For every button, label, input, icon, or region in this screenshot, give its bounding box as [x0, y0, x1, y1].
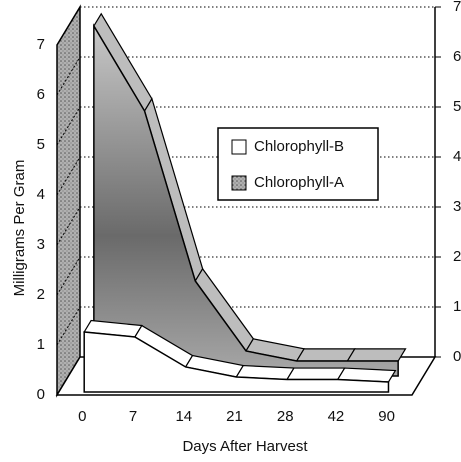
area	[93, 23, 399, 377]
x-tick-label: 21	[226, 408, 243, 425]
legend-swatch	[231, 175, 247, 191]
grid-line	[56, 56, 81, 96]
y-tick-label: 4	[37, 186, 45, 203]
grid-line	[56, 356, 81, 396]
y-axis-label: Milligrams Per Gram	[11, 160, 28, 297]
x-tick-label: 7	[129, 408, 137, 425]
legend-label: Chlorophyll-A	[254, 174, 344, 191]
grid-line	[56, 156, 81, 196]
y2-tick-label: 1	[453, 298, 461, 315]
y-tick-label: 7	[37, 36, 45, 53]
y-tick-label: 2	[37, 286, 45, 303]
grid-line	[56, 206, 81, 246]
y-tick-label: 5	[37, 136, 45, 153]
y-tick-label: 6	[37, 86, 45, 103]
area	[83, 331, 390, 393]
area-top	[346, 348, 407, 362]
y2-tick-label: 4	[453, 148, 461, 165]
grid-line	[56, 256, 81, 296]
legend-label: Chlorophyll-B	[254, 138, 344, 155]
y-tick-label: 1	[37, 336, 45, 353]
legend-swatch	[231, 139, 247, 155]
x-tick-label: 90	[378, 408, 395, 425]
y2-tick-label: 3	[453, 198, 461, 215]
x-tick-label: 42	[328, 408, 345, 425]
grid-line	[56, 106, 81, 146]
y2-tick-label: 2	[453, 248, 461, 265]
left-wall	[56, 4, 81, 398]
y2-tick-label: 7	[453, 0, 461, 15]
y-tick-label: 0	[37, 386, 45, 403]
y2-tick-label: 6	[453, 48, 461, 65]
x-tick-label: 28	[277, 408, 294, 425]
y2-tick-label: 0	[453, 348, 461, 365]
x-tick-label: 0	[78, 408, 86, 425]
y2-tick-label: 5	[453, 98, 461, 115]
y-tick-label: 3	[37, 236, 45, 253]
grid-line	[56, 306, 81, 346]
x-tick-label: 14	[175, 408, 192, 425]
legend: Chlorophyll-B Chlorophyll-A	[217, 127, 379, 201]
grid-line	[56, 6, 81, 46]
area-top	[295, 348, 356, 362]
x-axis-label: Days After Harvest	[182, 438, 308, 455]
area-top	[285, 367, 346, 381]
